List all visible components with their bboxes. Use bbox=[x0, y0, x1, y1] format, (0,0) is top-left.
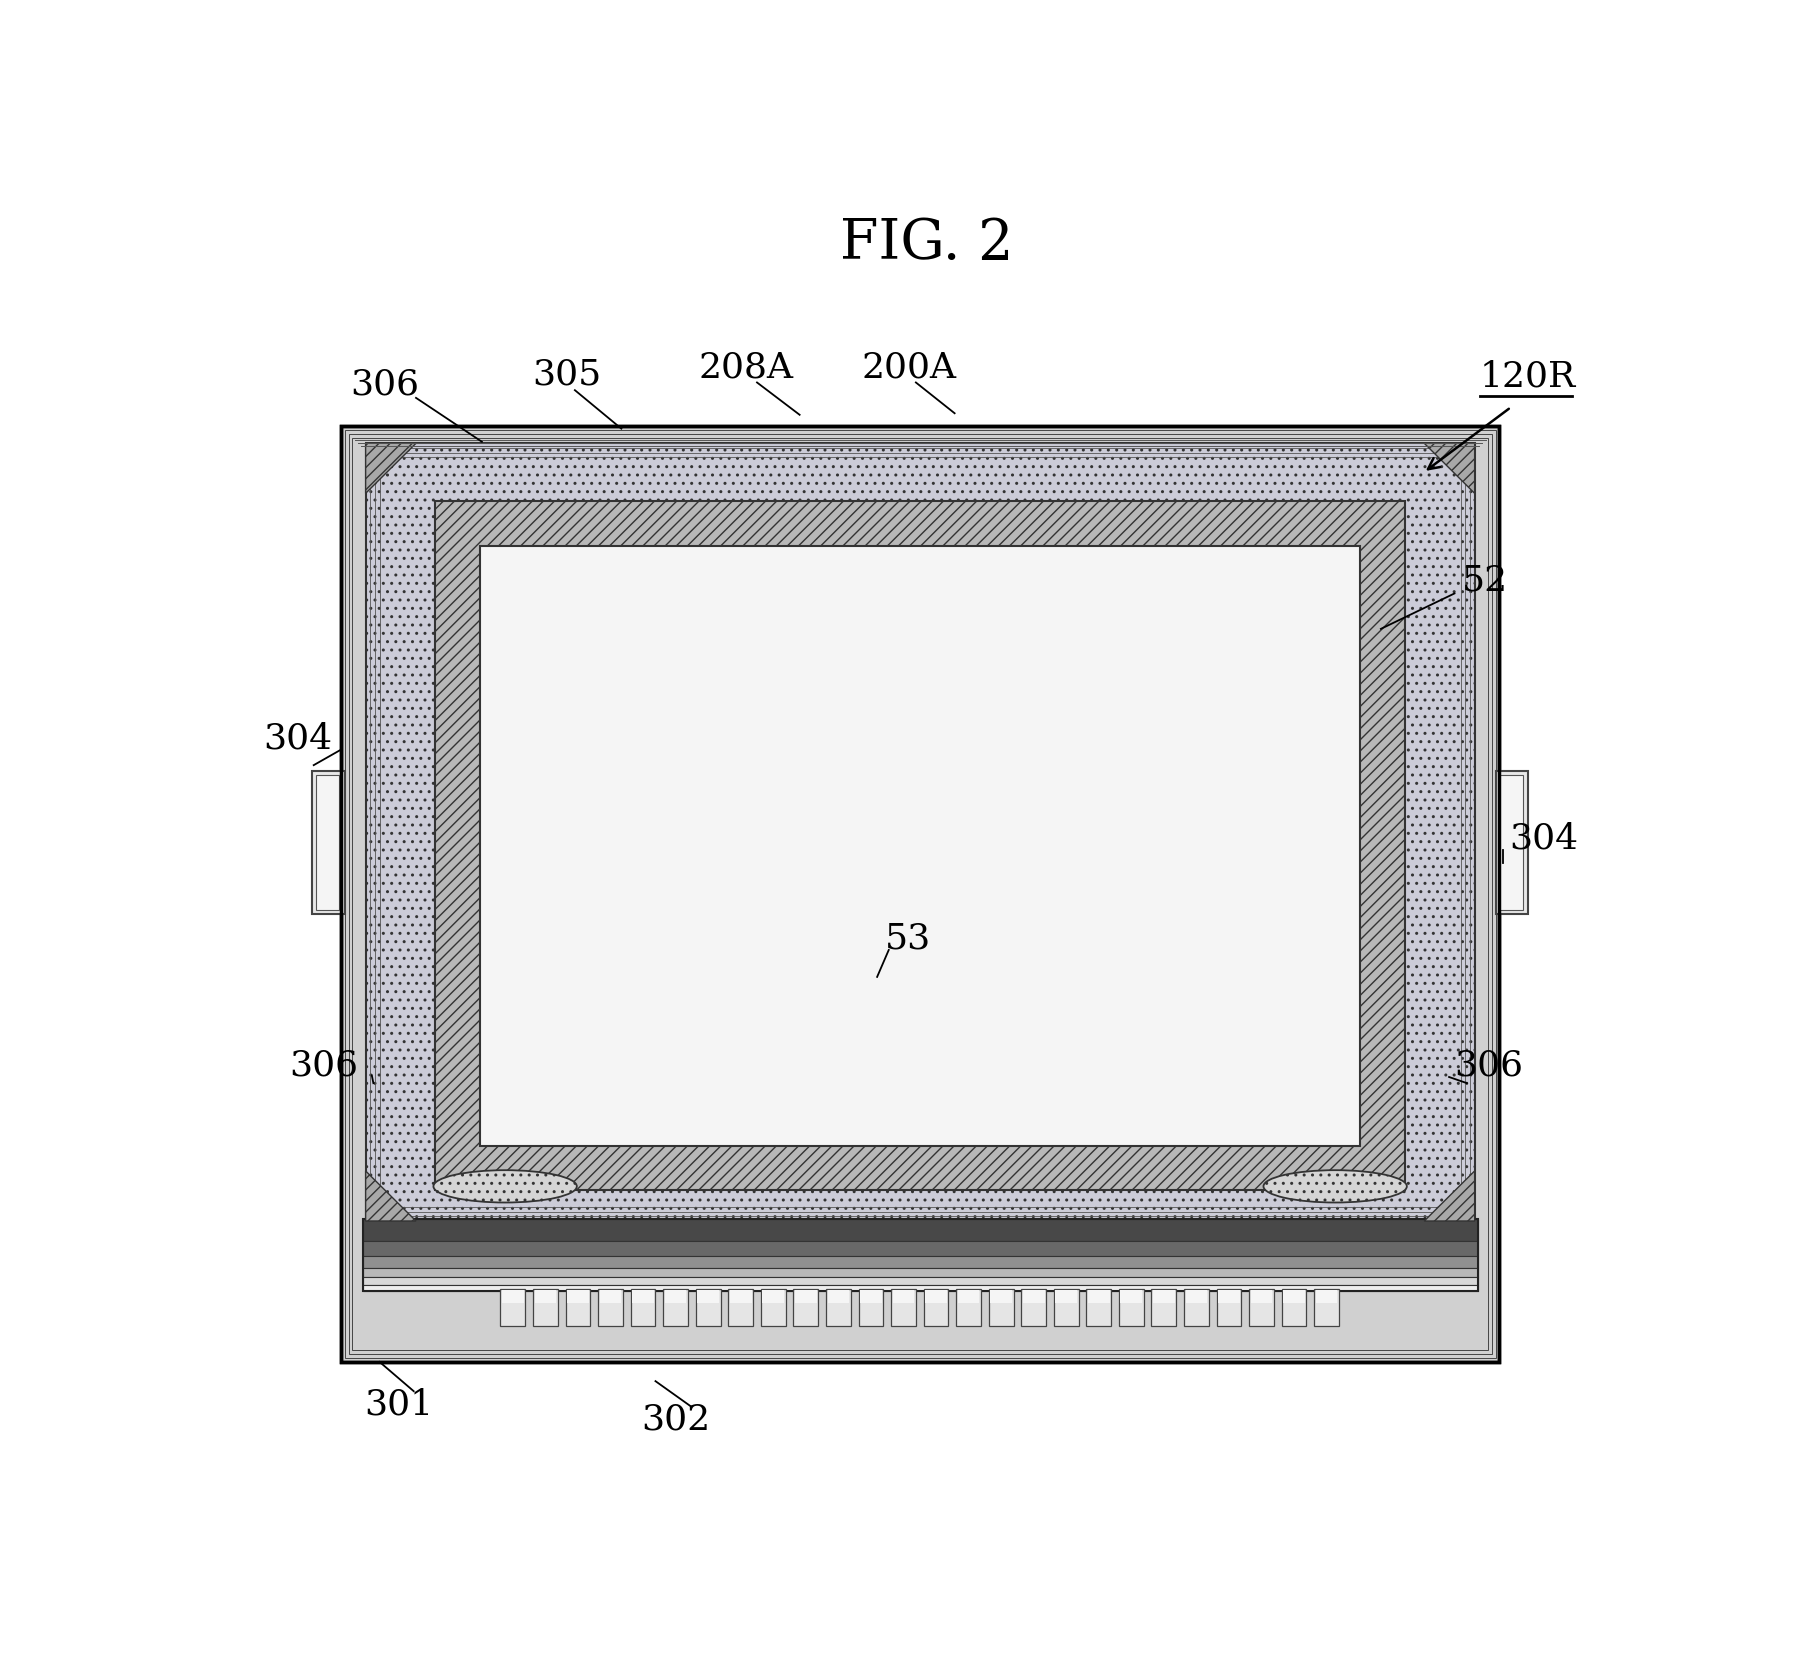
Bar bbox=[924, 1288, 948, 1326]
Bar bbox=[436, 501, 1406, 1190]
Bar bbox=[566, 1288, 590, 1326]
Bar bbox=[892, 1288, 915, 1326]
Bar bbox=[362, 1285, 1478, 1291]
Polygon shape bbox=[1424, 443, 1474, 493]
Bar bbox=[1217, 1288, 1241, 1326]
Bar bbox=[349, 433, 1492, 1355]
Bar bbox=[1496, 772, 1529, 913]
Bar bbox=[599, 1290, 620, 1303]
Text: 306: 306 bbox=[289, 1049, 358, 1082]
Bar bbox=[1120, 1288, 1143, 1326]
Bar bbox=[481, 546, 1360, 1145]
Bar bbox=[631, 1290, 653, 1303]
Text: 302: 302 bbox=[640, 1403, 709, 1436]
Bar bbox=[1055, 1290, 1076, 1303]
Bar bbox=[1087, 1290, 1109, 1303]
Bar bbox=[362, 1257, 1478, 1268]
Bar bbox=[696, 1290, 718, 1303]
Bar bbox=[362, 1268, 1478, 1277]
Bar bbox=[317, 775, 340, 910]
Bar bbox=[1283, 1290, 1304, 1303]
Bar bbox=[1087, 1288, 1111, 1326]
Text: 120R: 120R bbox=[1480, 359, 1576, 393]
Bar bbox=[924, 1290, 946, 1303]
Bar bbox=[696, 1288, 720, 1326]
Bar bbox=[892, 1290, 914, 1303]
Bar bbox=[599, 1288, 622, 1326]
Bar bbox=[501, 1288, 525, 1326]
Polygon shape bbox=[1424, 1170, 1474, 1222]
Bar bbox=[1250, 1288, 1274, 1326]
Text: 306: 306 bbox=[351, 367, 420, 402]
Bar bbox=[859, 1290, 881, 1303]
Bar bbox=[664, 1290, 686, 1303]
Bar bbox=[535, 1290, 557, 1303]
Text: 304: 304 bbox=[1509, 822, 1577, 855]
Bar bbox=[362, 1242, 1478, 1257]
Bar bbox=[827, 1288, 850, 1326]
Bar bbox=[859, 1288, 883, 1326]
Bar bbox=[1281, 1288, 1306, 1326]
Bar bbox=[362, 1277, 1478, 1285]
Polygon shape bbox=[365, 443, 416, 493]
Bar bbox=[990, 1290, 1011, 1303]
Bar bbox=[503, 1290, 525, 1303]
Text: 53: 53 bbox=[885, 921, 932, 956]
Text: 301: 301 bbox=[364, 1388, 432, 1421]
Bar bbox=[794, 1288, 818, 1326]
Bar bbox=[1152, 1290, 1174, 1303]
Text: 208A: 208A bbox=[698, 350, 794, 383]
Text: 52: 52 bbox=[1462, 563, 1509, 598]
Bar bbox=[1250, 1290, 1272, 1303]
Polygon shape bbox=[365, 1170, 416, 1222]
Bar bbox=[353, 438, 1487, 1350]
Bar bbox=[534, 1288, 557, 1326]
Bar bbox=[1185, 1288, 1208, 1326]
Bar bbox=[568, 1290, 588, 1303]
Bar bbox=[1022, 1288, 1046, 1326]
Bar bbox=[729, 1288, 753, 1326]
Text: 200A: 200A bbox=[861, 350, 957, 383]
Text: 304: 304 bbox=[264, 720, 333, 755]
Bar bbox=[957, 1288, 980, 1326]
Bar bbox=[346, 430, 1496, 1358]
Bar bbox=[313, 772, 346, 913]
Bar bbox=[362, 1220, 1478, 1291]
Bar bbox=[1500, 775, 1523, 910]
Bar bbox=[827, 1290, 848, 1303]
Bar bbox=[1185, 1290, 1207, 1303]
Bar bbox=[1055, 1288, 1078, 1326]
Text: FIG. 2: FIG. 2 bbox=[839, 216, 1013, 271]
Text: 305: 305 bbox=[532, 359, 602, 392]
Bar bbox=[1315, 1290, 1337, 1303]
Bar bbox=[365, 443, 1474, 1222]
Bar bbox=[1022, 1290, 1044, 1303]
Ellipse shape bbox=[1263, 1170, 1407, 1202]
Bar bbox=[762, 1290, 783, 1303]
Bar bbox=[729, 1290, 751, 1303]
Bar bbox=[990, 1288, 1013, 1326]
Bar bbox=[1313, 1288, 1339, 1326]
Bar bbox=[1152, 1288, 1176, 1326]
Ellipse shape bbox=[434, 1170, 577, 1202]
Bar bbox=[380, 457, 1460, 1207]
Bar bbox=[957, 1290, 979, 1303]
Text: 306: 306 bbox=[1454, 1049, 1523, 1082]
Bar bbox=[362, 1220, 1478, 1242]
Bar bbox=[340, 427, 1500, 1361]
Bar bbox=[631, 1288, 655, 1326]
Bar bbox=[794, 1290, 816, 1303]
Bar bbox=[371, 448, 1471, 1217]
Bar bbox=[664, 1288, 687, 1326]
Bar bbox=[1217, 1290, 1239, 1303]
Bar bbox=[1120, 1290, 1141, 1303]
Bar bbox=[762, 1288, 785, 1326]
Bar bbox=[340, 427, 1500, 1361]
Bar bbox=[374, 453, 1465, 1212]
